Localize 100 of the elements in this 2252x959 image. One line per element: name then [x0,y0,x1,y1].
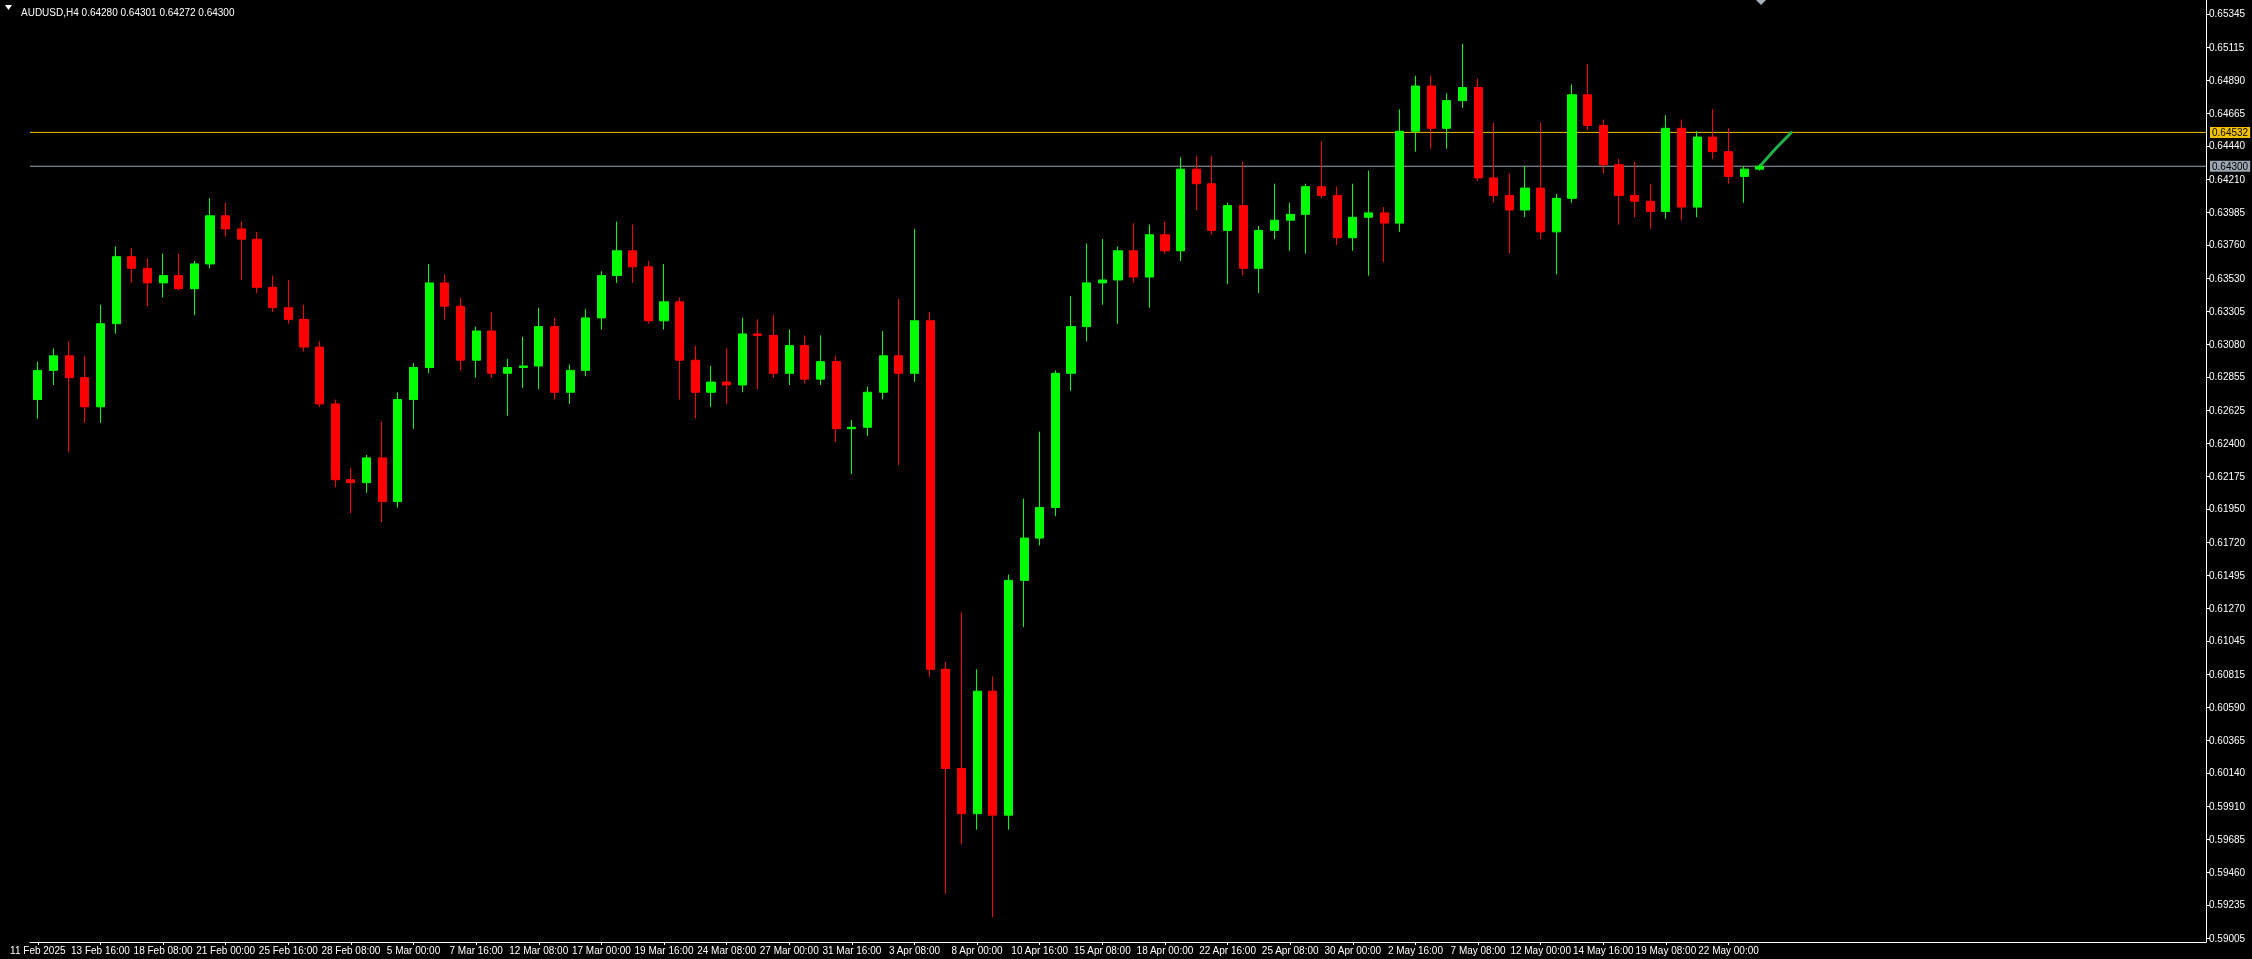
candlestick [174,253,183,291]
candlestick [425,263,434,374]
x-tick-label: 25 Feb 16:00 [258,944,319,956]
candlestick [1270,183,1279,240]
candlestick [331,399,340,488]
x-tick-label: 3 Apr 08:00 [888,944,941,956]
candlestick [910,228,919,383]
candlestick [1333,186,1342,246]
candlestick [800,334,809,385]
candlestick [973,668,982,831]
x-tick-label: 25 Apr 08:00 [1261,944,1319,956]
candlestick [1489,121,1498,204]
candlestick [252,231,262,294]
text: AUDUSD,H4 0.64280 0.64301 0.64272 0.64300 [21,6,235,18]
candlestick [1755,164,1764,172]
candlestick [722,348,731,405]
candlestick [1677,119,1686,221]
candlestick [284,279,293,325]
y-tick-label: 0.60815 [2209,668,2246,680]
candlestick [96,304,105,424]
candlestick [659,263,669,331]
y-tick-label: 0.64210 [2209,173,2246,185]
candlestick [519,336,528,389]
candlestick [378,420,387,523]
candlestick [80,355,89,424]
candlestick [456,296,465,371]
candlestick [503,358,512,417]
x-tick-label: 19 May 08:00 [1635,944,1697,956]
candlestick [738,317,747,393]
candlestick [1317,140,1326,199]
candlestick [49,348,58,386]
y-tick-label: 0.62625 [2209,404,2246,416]
ref-line-label: 0.64300 [2212,160,2249,172]
candlestick [863,385,872,437]
y-tick-label: 0.60365 [2209,734,2246,746]
x-tick-label: 12 Mar 08:00 [509,944,569,956]
y-tick-label: 0.59005 [2209,932,2246,944]
x-tick-label: 14 May 16:00 [1572,944,1635,956]
candlestick [926,311,935,678]
candlestick [753,318,762,390]
x-tick-label: 13 Feb 16:00 [70,944,131,956]
x-tick-label: 28 Feb 08:00 [321,944,381,956]
candlestick [1129,222,1138,284]
candlestick [1552,193,1561,275]
candlestick [941,661,950,895]
candlestick [1176,156,1185,262]
candlestick [112,245,121,335]
candlestick [1458,43,1467,109]
candlestick [1661,114,1670,220]
candlestick [1301,183,1310,255]
x-tick-label: 7 Mar 16:00 [449,944,504,956]
candlestick [1286,202,1295,252]
candlestick [221,202,230,237]
candlestick [1364,170,1373,277]
candlestick [1740,165,1749,204]
candlestick [65,340,74,453]
candlestick [1646,183,1655,230]
candlestick [190,260,199,316]
x-tick-label: 2 May 16:00 [1387,944,1444,956]
candlestick [205,197,215,269]
candlestick [644,260,653,325]
candlestick [1145,224,1154,309]
y-tick-label: 0.59235 [2209,899,2246,911]
y-tick-label: 0.65115 [2209,41,2245,53]
candlestick [346,467,355,514]
candlestick [691,345,700,419]
candlestick [409,362,418,430]
candlestick [581,308,590,377]
candlestick [1192,155,1201,211]
y-tick-label: 0.61045 [2209,635,2246,647]
candlestick [1505,173,1514,255]
x-tick-label: 7 May 08:00 [1450,944,1507,956]
candlestick [1004,574,1013,831]
candlestick [1160,221,1170,255]
candlestick [1411,75,1420,153]
candlestick [1442,92,1451,150]
candlestick [1536,121,1545,240]
candlestick [1567,84,1577,204]
candlestick [472,326,481,379]
x-tick-label: 22 Apr 16:00 [1199,944,1257,956]
candlestick [1614,158,1624,226]
candlestick [1098,238,1107,306]
candlestick [894,298,903,466]
candlestick [1630,161,1639,218]
candlestick [675,296,684,401]
y-tick-label: 0.61720 [2209,536,2246,548]
y-tick-label: 0.61495 [2209,569,2246,581]
candlestick [785,329,794,386]
x-tick-label: 17 Mar 00:00 [571,944,632,956]
candlestick [566,364,575,405]
candlestick [268,275,277,313]
candlestick [299,304,309,352]
y-tick-label: 0.63305 [2209,305,2246,317]
y-tick-label: 0.63080 [2209,338,2246,350]
candlestick [393,391,402,508]
x-tick-label: 18 Feb 08:00 [133,944,193,956]
candlestick [159,253,168,298]
candlestick [315,340,324,408]
y-tick-label: 0.63760 [2209,239,2246,251]
candlestick [1207,155,1216,236]
